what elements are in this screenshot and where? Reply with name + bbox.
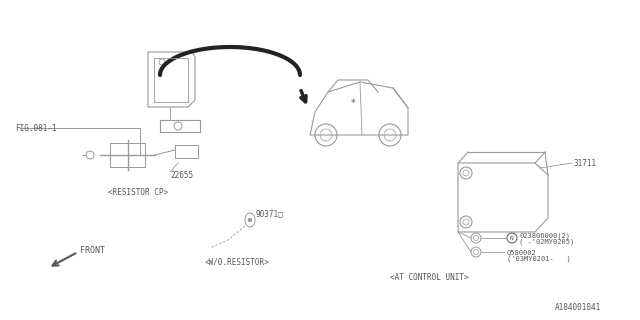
Text: N: N (510, 236, 514, 241)
Text: A184001041: A184001041 (555, 303, 601, 313)
Text: 023806000(2): 023806000(2) (519, 233, 570, 239)
Text: FRONT: FRONT (80, 245, 105, 254)
Text: ( -'02MY0205): ( -'02MY0205) (519, 239, 574, 245)
Text: ('03MY0201-   ): ('03MY0201- ) (507, 256, 571, 262)
Text: <W/O.RESISTOR>: <W/O.RESISTOR> (205, 258, 269, 267)
Text: 22655: 22655 (170, 171, 193, 180)
Text: <AT CONTROL UNIT>: <AT CONTROL UNIT> (390, 274, 468, 283)
Circle shape (248, 219, 252, 221)
Text: FIG.081-1: FIG.081-1 (15, 124, 56, 132)
Text: 31711: 31711 (574, 158, 597, 167)
Text: <RESISTOR CP>: <RESISTOR CP> (108, 188, 168, 196)
Text: ✱: ✱ (351, 95, 355, 105)
Text: Q580002: Q580002 (507, 249, 537, 255)
Text: 90371□: 90371□ (255, 210, 283, 219)
